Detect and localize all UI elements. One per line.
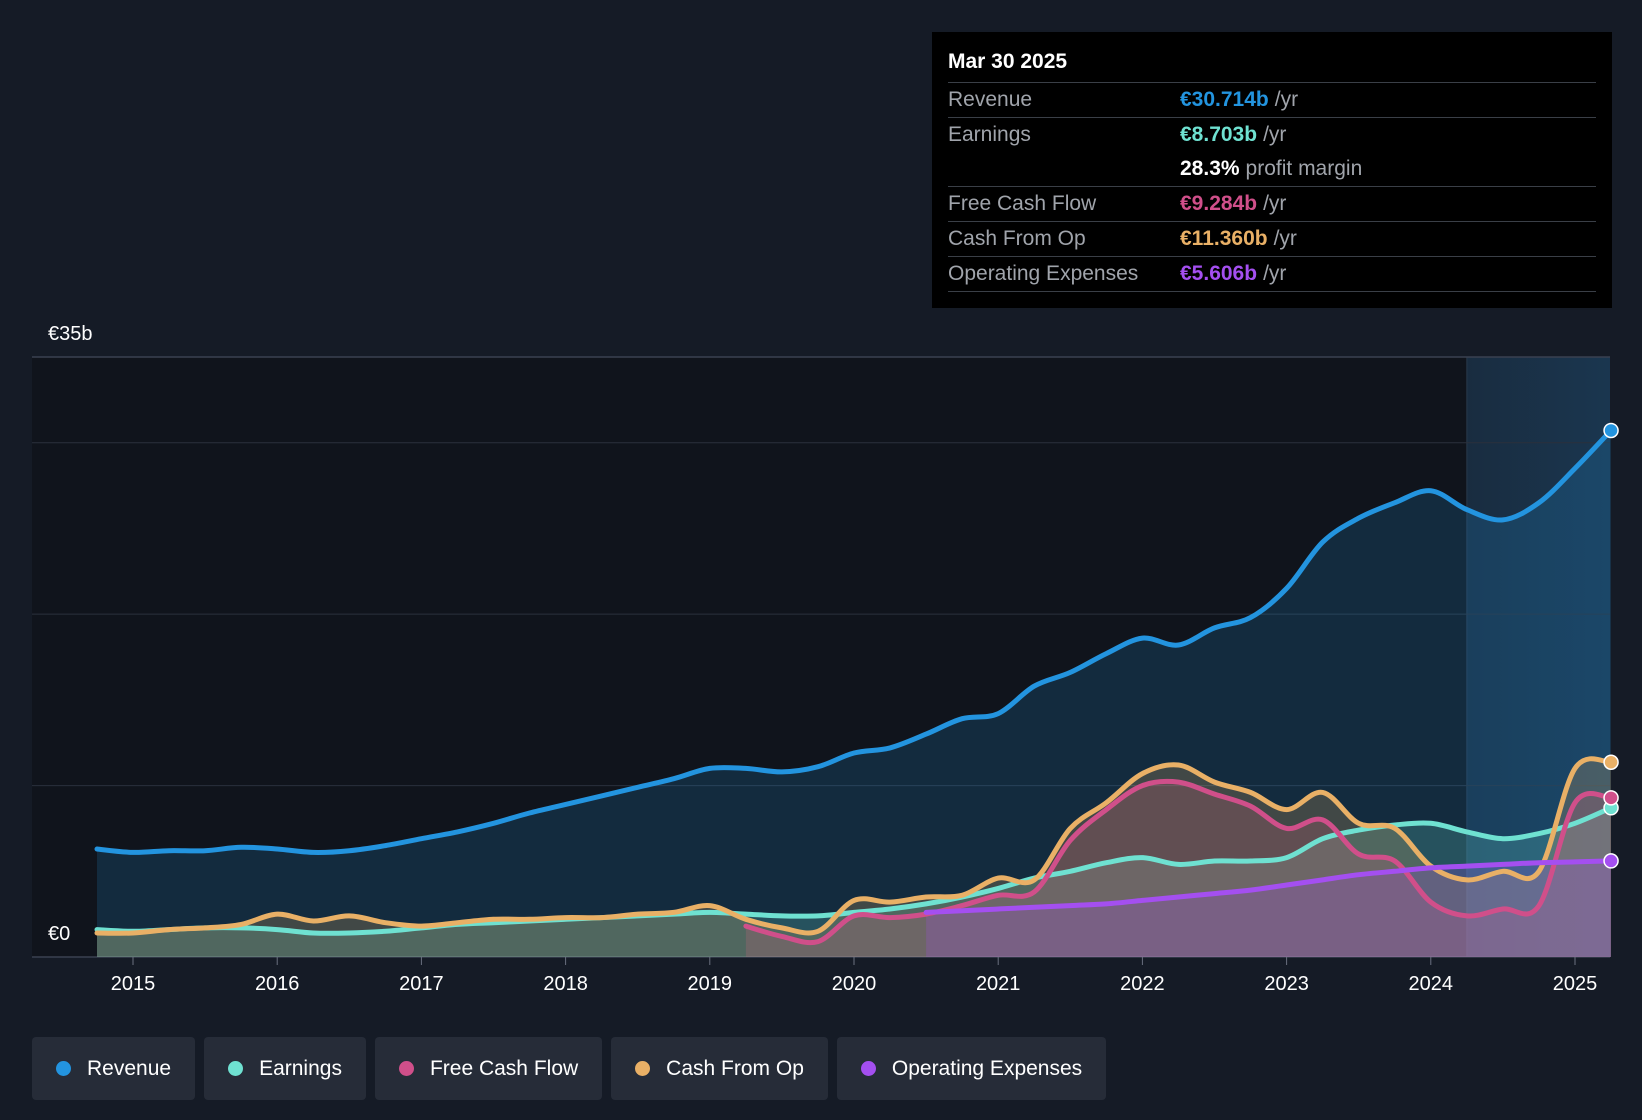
x-tick-label: 2024 xyxy=(1409,973,1454,995)
tooltip-fcf-value: €9.284b xyxy=(1180,192,1258,215)
earnings-line xyxy=(94,805,1614,936)
legend-fcf-label: Free Cash Flow xyxy=(429,1056,579,1080)
free-cash-flow-line xyxy=(743,778,1614,946)
tooltip-cfo-label: Cash From Op xyxy=(948,227,1086,250)
legend-dot-icon xyxy=(860,1061,876,1076)
legend-revenue-label: Revenue xyxy=(87,1056,172,1080)
legend-operating-expenses[interactable]: Operating Expenses xyxy=(836,1037,1107,1100)
tooltip-panel: Mar 30 2025 Revenue €30.714b /yr Earning… xyxy=(932,32,1612,308)
legend-earnings[interactable]: Earnings xyxy=(204,1037,366,1100)
legend-dot-icon xyxy=(228,1061,244,1076)
tooltip-fcf-row: Free Cash Flow €9.284b /yr xyxy=(948,187,1596,222)
legend: Revenue Earnings Free Cash Flow Cash Fro… xyxy=(32,1037,1107,1100)
earnings-area xyxy=(97,807,1611,957)
legend-revenue[interactable]: Revenue xyxy=(32,1037,196,1100)
tooltip-margin-text: profit margin xyxy=(1245,157,1363,180)
x-tick-label: 2023 xyxy=(1264,973,1309,995)
x-tick-label: 2017 xyxy=(399,973,444,995)
tooltip-opex-label: Operating Expenses xyxy=(948,262,1139,285)
x-tick-label: 2018 xyxy=(543,973,588,995)
operating-expenses-end-point xyxy=(1603,853,1619,869)
revenue-area xyxy=(97,430,1611,957)
tooltip-cfo-unit: /yr xyxy=(1273,227,1297,250)
tooltip-revenue-row: Revenue €30.714b /yr xyxy=(948,83,1596,118)
revenue-end-point xyxy=(1603,422,1619,439)
legend-free-cash-flow[interactable]: Free Cash Flow xyxy=(374,1037,603,1100)
legend-opex-label: Operating Expenses xyxy=(891,1056,1083,1080)
x-tick-label: 2022 xyxy=(1120,973,1165,995)
tooltip-revenue-label: Revenue xyxy=(948,88,1033,111)
tooltip-earnings-row: Earnings €8.703b /yr xyxy=(948,118,1596,152)
y-axis-bottom-label: €0 xyxy=(48,923,70,945)
y-axis-top-label: €35b xyxy=(48,323,93,345)
legend-earnings-label: Earnings xyxy=(259,1056,342,1080)
tooltip-margin-row: 28.3% profit margin xyxy=(948,152,1596,187)
tooltip-opex-row: Operating Expenses €5.606b /yr xyxy=(948,257,1596,292)
x-tick-label: 2015 xyxy=(111,973,156,995)
cash-from-op-area xyxy=(97,758,1611,957)
tooltip-revenue-value: €30.714b xyxy=(1180,88,1269,111)
cash-from-op-line xyxy=(94,756,1614,936)
legend-cash-from-op[interactable]: Cash From Op xyxy=(611,1037,828,1100)
revenue-line xyxy=(94,428,1614,855)
tooltip-fcf-label: Free Cash Flow xyxy=(948,192,1097,215)
series-lines xyxy=(94,428,1614,946)
operating-expenses-area xyxy=(926,860,1611,957)
tooltip-opex-unit: /yr xyxy=(1263,262,1287,285)
tooltip-earnings-unit: /yr xyxy=(1263,123,1287,146)
plot-background xyxy=(32,357,1610,957)
free-cash-flow-end-point xyxy=(1603,790,1619,806)
legend-dot-icon xyxy=(56,1061,71,1076)
tooltip-cfo-row: Cash From Op €11.360b /yr xyxy=(948,222,1596,257)
tooltip-earnings-value: €8.703b xyxy=(1180,123,1258,146)
x-axis-ticks: 2015 2016 2017 2018 2019 2020 2021 2022 2023 2024… xyxy=(111,957,1598,995)
legend-cfo-label: Cash From Op xyxy=(666,1056,804,1080)
x-tick-label: 2019 xyxy=(688,973,733,995)
cash-from-op-end-point xyxy=(1603,754,1619,771)
tooltip-cfo-value: €11.360b xyxy=(1180,227,1268,250)
x-tick-label: 2025 xyxy=(1553,973,1598,995)
tooltip-fcf-unit: /yr xyxy=(1263,192,1287,215)
series-end-dots xyxy=(1603,422,1619,869)
x-tick-label: 2016 xyxy=(255,973,300,995)
operating-expenses-line xyxy=(923,858,1614,915)
x-tick-label: 2020 xyxy=(832,973,877,995)
tooltip-date: Mar 30 2025 xyxy=(948,46,1596,83)
grid-lines xyxy=(32,356,1610,958)
legend-dot-icon xyxy=(635,1061,651,1076)
tooltip-revenue-unit: /yr xyxy=(1274,88,1299,111)
tooltip-opex-value: €5.606b xyxy=(1180,262,1258,285)
legend-dot-icon xyxy=(398,1061,414,1076)
tooltip-earnings-label: Earnings xyxy=(948,123,1031,146)
x-tick-label: 2021 xyxy=(976,973,1021,995)
tooltip-margin-value: 28.3% xyxy=(1180,157,1240,180)
